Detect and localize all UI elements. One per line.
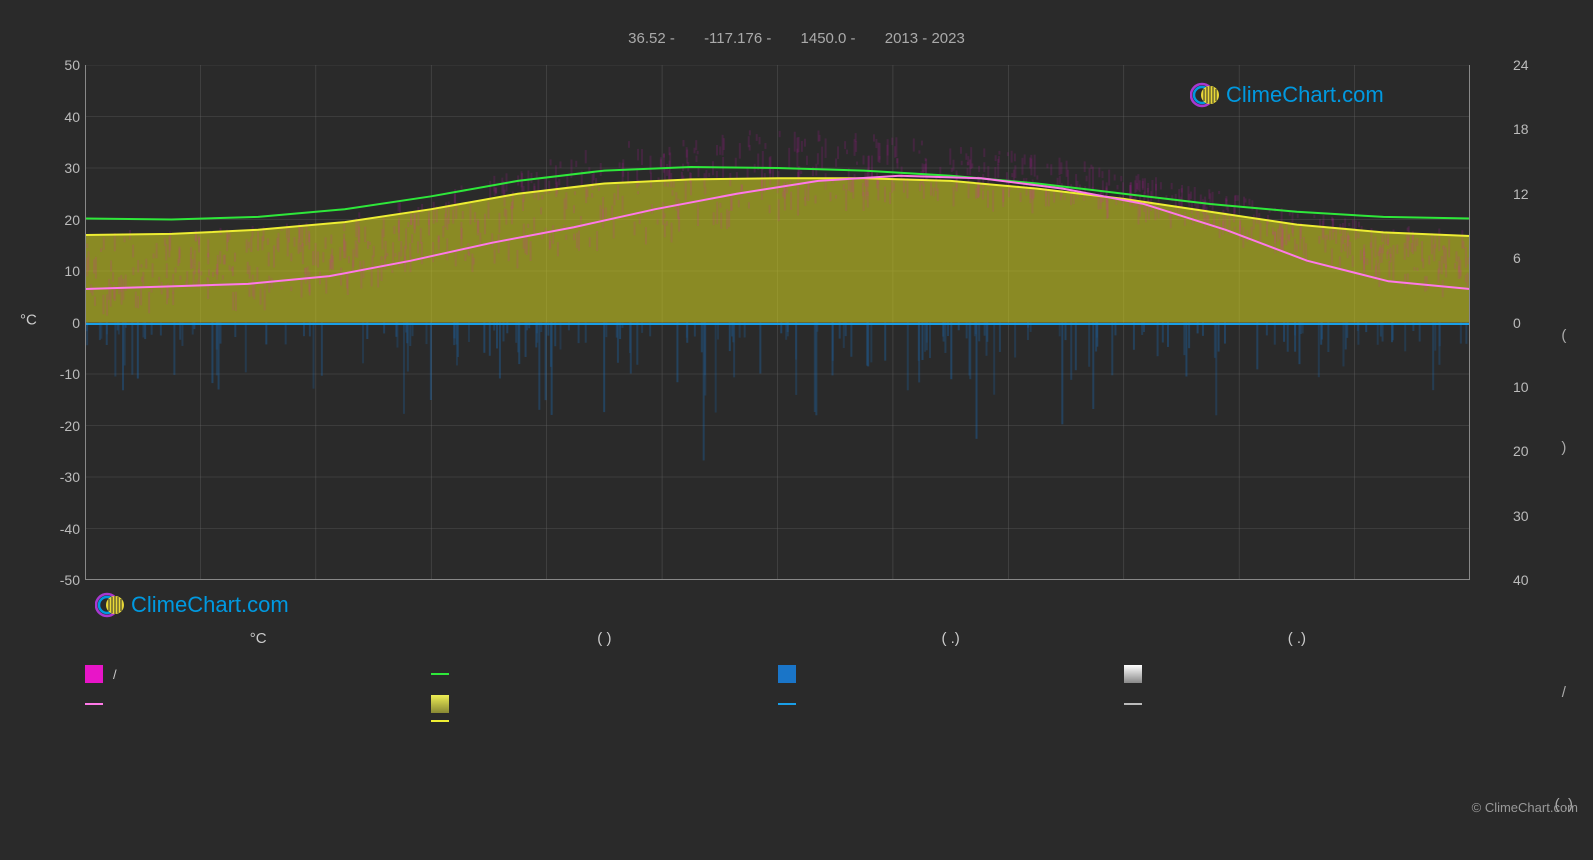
watermark-text: ClimeChart.com [1226,82,1384,108]
legend-header-sun: ( ) [431,630,777,647]
legend-item [1124,695,1470,713]
legend-item [85,695,431,713]
chart-subtitle: 36.52 - -117.176 - 1450.0 - 2013 - 2023 [0,30,1593,47]
y-axis-left-label: °C [20,312,37,329]
subtitle-elev: 1450.0 - [801,30,856,47]
legend-item [431,720,777,722]
x-ticks [85,585,1470,605]
watermark-text: ClimeChart.com [131,592,289,618]
legend-header-rain: ( .) [778,630,1124,647]
plot-border [85,65,1470,580]
copyright: © ClimeChart.com [1472,800,1578,815]
legend-item [431,695,777,713]
logo-icon [95,590,125,620]
legend-row-2 [85,695,1470,713]
y-axis-right-label: ( ) / ( .) [1555,280,1573,860]
y-ticks-right: 0612182410203040 [1513,65,1548,580]
climate-chart [85,65,1470,580]
legend-item [85,720,431,722]
legend-header-temp: °C [85,630,431,647]
legend-header-snow: ( .) [1124,630,1470,647]
logo-icon [1190,80,1220,110]
y-ticks-left: -50-40-30-20-1001020304050 [45,65,80,580]
legend-item: / [85,665,431,683]
subtitle-lon: -117.176 - [704,30,771,47]
legend-header: °C ( ) ( .) ( .) [85,630,1470,647]
legend-item [431,665,777,683]
watermark-bottom-left: ClimeChart.com [95,590,289,620]
legend-row-1: / [85,665,1470,683]
subtitle-lat: 36.52 - [628,30,675,47]
legend-item [778,695,1124,713]
watermark-top-right: ClimeChart.com [1190,80,1384,110]
legend-item [778,720,1124,722]
legend-item [1124,665,1470,683]
legend-row-3 [85,720,1470,722]
legend-item [1124,720,1470,722]
subtitle-years: 2013 - 2023 [885,30,965,47]
legend-item [778,665,1124,683]
